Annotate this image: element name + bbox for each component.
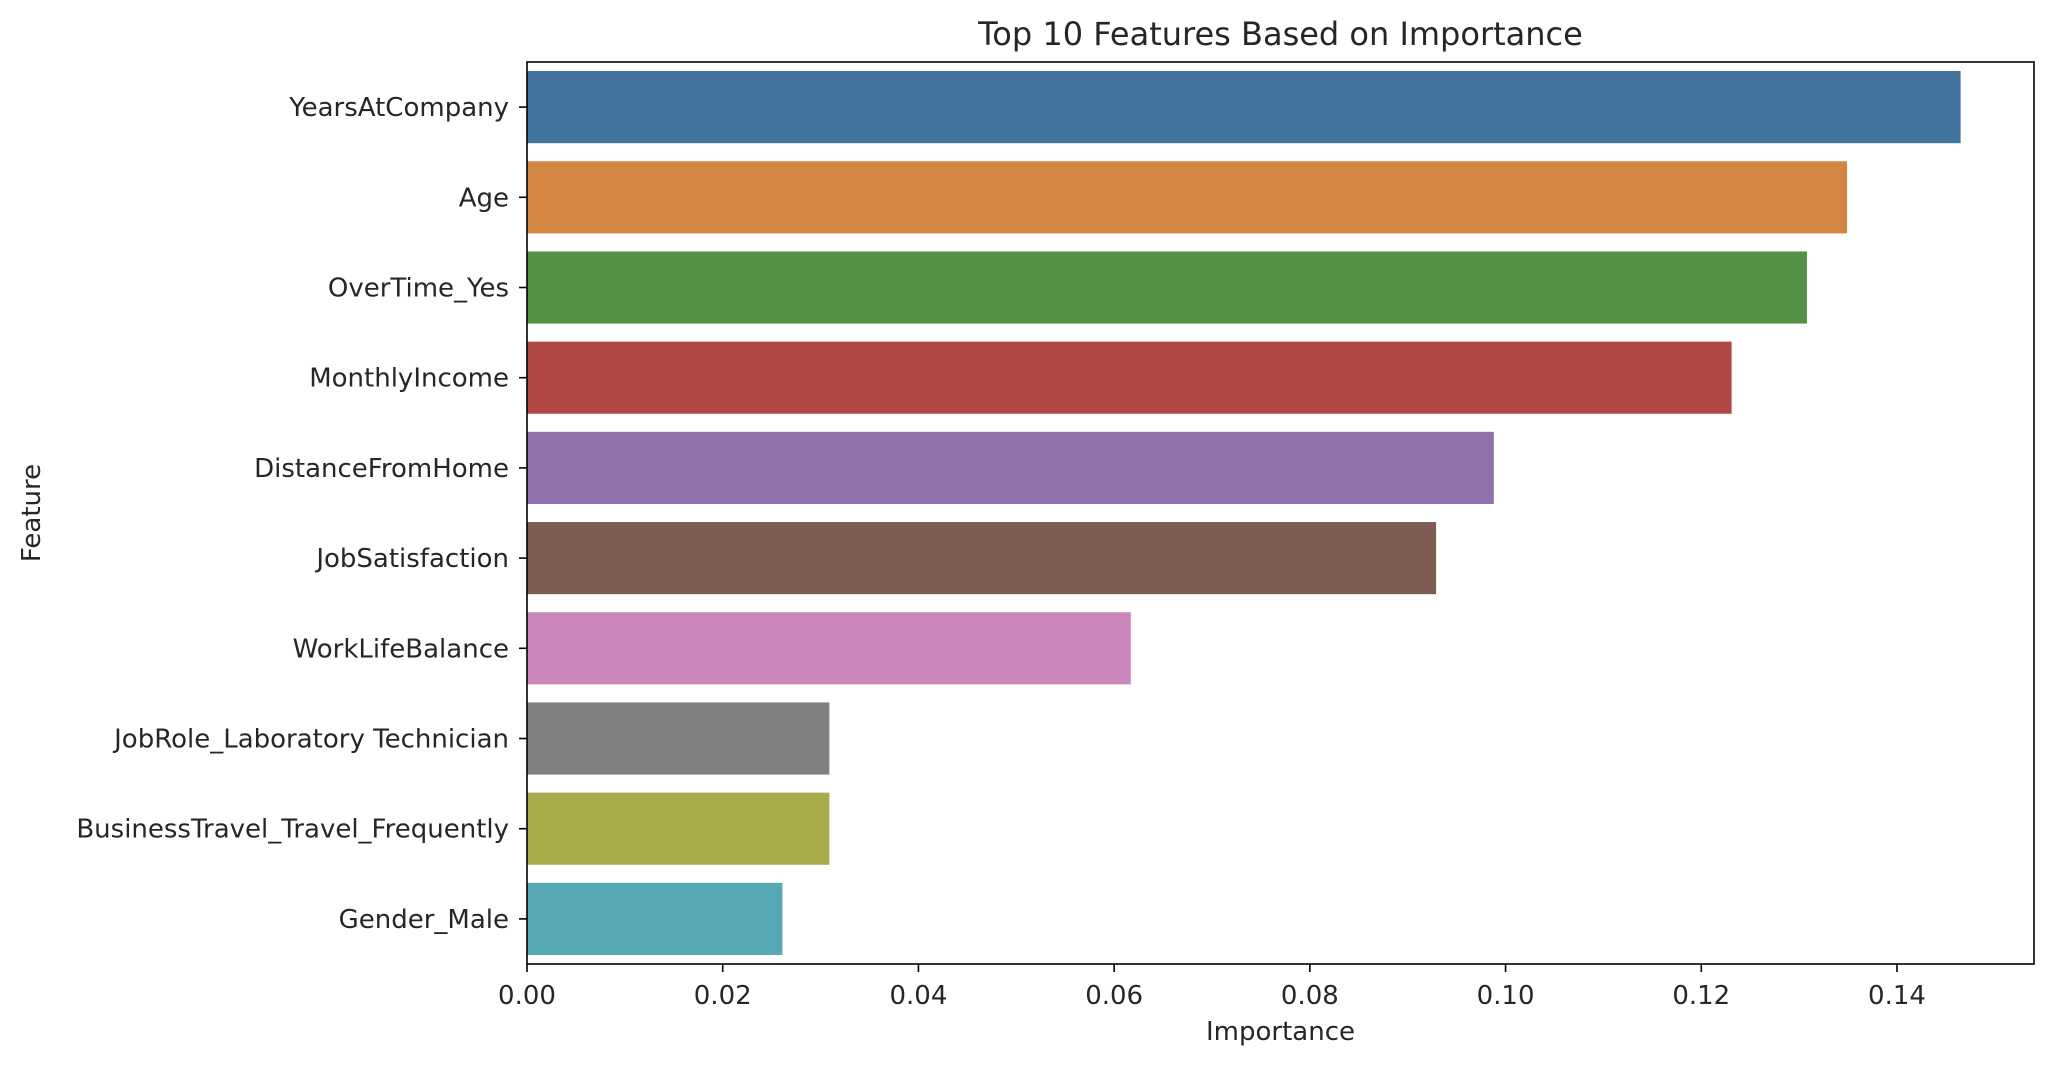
x-tick-label: 0.00 xyxy=(498,981,556,1011)
bar-4 xyxy=(527,431,1494,504)
y-tick-label: MonthlyIncome xyxy=(309,364,509,394)
x-axis-label: Importance xyxy=(1206,1017,1355,1047)
y-tick-label: Age xyxy=(459,183,509,213)
y-tick-label: DistanceFromHome xyxy=(254,454,509,484)
y-tick-label: WorkLifeBalance xyxy=(293,634,509,664)
bar-2 xyxy=(527,251,1807,324)
bar-1 xyxy=(527,161,1848,234)
x-tick-label: 0.12 xyxy=(1672,981,1730,1011)
y-tick-label: OverTime_Yes xyxy=(328,274,509,304)
bar-6 xyxy=(527,612,1131,685)
x-tick-label: 0.08 xyxy=(1281,981,1339,1011)
bar-3 xyxy=(527,341,1732,414)
bar-0 xyxy=(527,71,1961,144)
x-tick-label: 0.02 xyxy=(694,981,752,1011)
chart-title: Top 10 Features Based on Importance xyxy=(977,15,1583,53)
y-tick-label: JobRole_Laboratory Technician xyxy=(112,725,509,755)
bars-layer xyxy=(527,71,1961,955)
bar-9 xyxy=(527,882,783,955)
y-tick-label: JobSatisfaction xyxy=(314,544,509,574)
x-tick-label: 0.10 xyxy=(1477,981,1535,1011)
y-tick-label: Gender_Male xyxy=(339,905,509,935)
y-tick-label: YearsAtCompany xyxy=(288,93,509,123)
x-axis: 0.00 0.02 0.04 0.06 0.08 0.10 0.12 0.14 xyxy=(498,964,1926,1011)
bar-5 xyxy=(527,522,1437,595)
bar-8 xyxy=(527,792,830,865)
y-axis-label: Feature xyxy=(17,464,47,562)
y-axis: YearsAtCompany Age OverTime_Yes MonthlyInco… xyxy=(76,93,527,935)
plot-frame xyxy=(526,61,2035,965)
y-tick-label: BusinessTravel_Travel_Frequently xyxy=(76,815,509,845)
bar-7 xyxy=(527,702,830,775)
x-tick-label: 0.14 xyxy=(1868,981,1926,1011)
x-tick-label: 0.04 xyxy=(889,981,947,1011)
x-tick-label: 0.06 xyxy=(1085,981,1143,1011)
